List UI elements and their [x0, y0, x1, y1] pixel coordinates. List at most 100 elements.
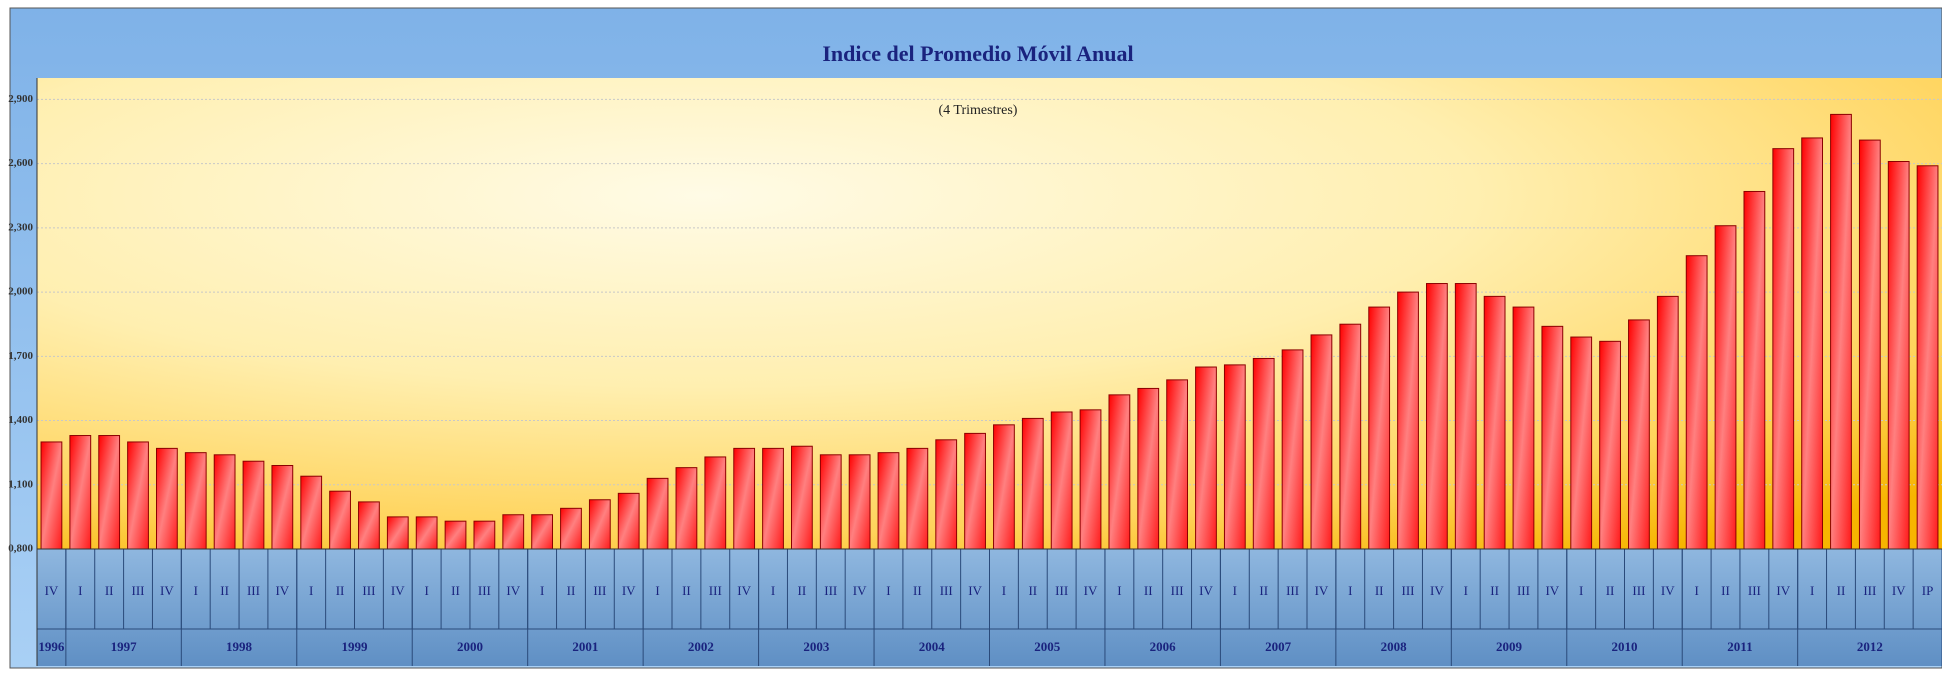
- bar: [906, 447, 929, 550]
- x-tick-label: IP: [1922, 583, 1934, 598]
- year-label: 1997: [111, 639, 138, 654]
- x-tick-label: II: [1837, 583, 1846, 598]
- x-tick-label: II: [1490, 583, 1499, 598]
- x-tick-label: I: [1810, 583, 1814, 598]
- x-tick-label: IV: [853, 583, 867, 598]
- bar: [1050, 411, 1073, 550]
- year-label: 2006: [1150, 639, 1177, 654]
- x-tick-label: III: [593, 583, 606, 598]
- x-tick-label: IV: [160, 583, 174, 598]
- bar: [1801, 137, 1824, 550]
- bar: [877, 452, 900, 550]
- bar: [1079, 409, 1102, 550]
- y-tick-label: 1,100: [8, 478, 33, 490]
- bar: [1021, 417, 1044, 550]
- bar: [1743, 190, 1766, 550]
- bar: [69, 435, 92, 550]
- y-tick-label: 2,900: [8, 93, 33, 105]
- bar: [1368, 306, 1391, 550]
- x-tick-label: IV: [1084, 583, 1098, 598]
- x-tick-label: I: [655, 583, 659, 598]
- x-tick-label: III: [1171, 583, 1184, 598]
- bar: [1195, 366, 1217, 550]
- bar: [1252, 357, 1275, 550]
- bar: [1628, 319, 1650, 550]
- y-tick-label: 2,000: [8, 286, 33, 298]
- bar: [1454, 283, 1477, 550]
- bar: [1108, 394, 1131, 550]
- year-label: 2004: [919, 639, 946, 654]
- bar: [386, 516, 409, 550]
- bar: [1772, 148, 1795, 550]
- year-label: 2007: [1265, 639, 1292, 654]
- x-tick-label: II: [1606, 583, 1615, 598]
- bar: [300, 475, 323, 550]
- bar: [415, 516, 438, 550]
- bar: [473, 520, 496, 550]
- x-tick-label: IV: [1892, 583, 1906, 598]
- x-tick-label: IV: [1661, 583, 1675, 598]
- bar: [1599, 340, 1621, 550]
- bar: [617, 492, 640, 550]
- bar: [1397, 291, 1419, 550]
- x-tick-label: III: [478, 583, 491, 598]
- x-tick-label: I: [424, 583, 428, 598]
- year-label: 2010: [1612, 639, 1638, 654]
- bar: [329, 490, 351, 550]
- bar: [588, 499, 611, 550]
- bar: [1512, 306, 1535, 550]
- bar: [1916, 165, 1939, 550]
- bar: [646, 477, 669, 550]
- x-tick-label: I: [886, 583, 890, 598]
- x-tick-label: III: [1632, 583, 1645, 598]
- year-label: 2003: [803, 639, 830, 654]
- x-tick-label: IV: [45, 583, 59, 598]
- x-tick-label: III: [247, 583, 260, 598]
- bar: [675, 467, 698, 550]
- bar: [40, 441, 63, 550]
- x-tick-label: II: [1375, 583, 1384, 598]
- x-tick-label: II: [105, 583, 114, 598]
- x-tick-label: III: [709, 583, 722, 598]
- bar: [98, 435, 121, 550]
- y-tick-label: 2,600: [8, 157, 33, 169]
- x-tick-label: I: [540, 583, 544, 598]
- bar: [127, 441, 149, 550]
- x-tick-label: II: [451, 583, 460, 598]
- year-label: 1999: [342, 639, 369, 654]
- x-tick-label: IV: [391, 583, 405, 598]
- year-label: 2000: [457, 639, 483, 654]
- x-tick-label: II: [336, 583, 345, 598]
- bar: [1858, 139, 1881, 550]
- bar: [358, 501, 380, 550]
- x-tick-label: I: [771, 583, 775, 598]
- x-tick-label: I: [1002, 583, 1006, 598]
- x-tick-label: IV: [737, 583, 751, 598]
- x-tick-label: I: [194, 583, 198, 598]
- year-label: 1996: [38, 639, 65, 654]
- bar: [271, 465, 294, 550]
- bar: [1223, 364, 1246, 550]
- x-tick-label: I: [1233, 583, 1237, 598]
- bar: [993, 424, 1015, 550]
- year-label: 2012: [1857, 639, 1883, 654]
- y-tick-label: 2,300: [8, 221, 33, 233]
- x-tick-label: IV: [1430, 583, 1444, 598]
- bar: [964, 432, 986, 550]
- x-tick-label: III: [1055, 583, 1068, 598]
- bar: [213, 454, 236, 550]
- bar: [531, 514, 554, 550]
- x-tick-label: IV: [275, 583, 289, 598]
- x-tick-label: III: [362, 583, 375, 598]
- bar: [1166, 379, 1189, 550]
- year-label: 2008: [1381, 639, 1408, 654]
- y-tick-label: 1,700: [8, 350, 33, 362]
- x-tick-label: II: [1259, 583, 1268, 598]
- x-tick-label: IV: [622, 583, 636, 598]
- bar: [1685, 255, 1708, 550]
- bar: [1714, 225, 1737, 550]
- x-tick-label: III: [1402, 583, 1415, 598]
- x-tick-label: III: [940, 583, 953, 598]
- x-tick-label: IV: [1315, 583, 1329, 598]
